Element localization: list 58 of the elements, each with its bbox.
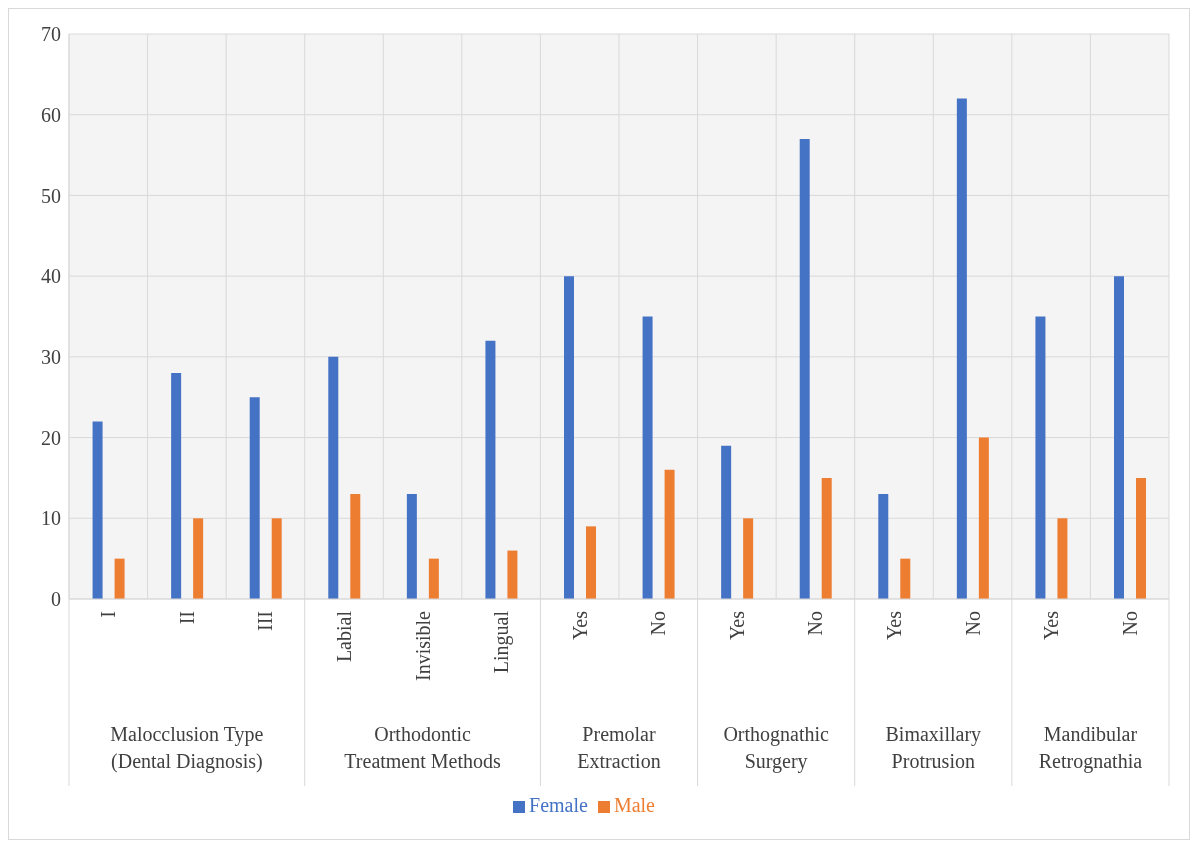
x-tick-label: Lingual bbox=[490, 610, 514, 674]
y-tick-label: 20 bbox=[41, 426, 61, 449]
y-tick-label: 40 bbox=[41, 265, 61, 288]
x-tick-label: No bbox=[647, 611, 670, 636]
bar bbox=[350, 494, 361, 599]
bar bbox=[328, 356, 339, 599]
y-tick-label: 10 bbox=[41, 507, 61, 530]
bar bbox=[428, 558, 439, 599]
y-tick-label: 50 bbox=[41, 184, 61, 207]
y-tick-label: 70 bbox=[41, 23, 61, 46]
bar bbox=[485, 340, 496, 599]
text: Orthodontic Treatment Methods bbox=[344, 723, 502, 772]
bar bbox=[1114, 276, 1124, 599]
bar bbox=[564, 276, 574, 599]
bar bbox=[664, 469, 675, 599]
text: Bimaxillary Protrusion bbox=[885, 723, 982, 772]
text: Premolar Extraction bbox=[577, 723, 661, 772]
x-tick-label: Yes bbox=[568, 610, 591, 641]
bar bbox=[114, 558, 125, 599]
bar bbox=[821, 477, 832, 599]
bar bbox=[171, 373, 182, 599]
bar bbox=[406, 494, 417, 599]
bar bbox=[799, 138, 810, 599]
x-tick-label: Labial bbox=[333, 610, 355, 663]
bar bbox=[1035, 316, 1046, 599]
x-tick-label: III bbox=[254, 611, 277, 631]
bar bbox=[743, 518, 754, 599]
bar bbox=[956, 98, 967, 599]
bar bbox=[1057, 518, 1068, 599]
y-tick-label: 60 bbox=[41, 103, 61, 126]
y-tick-label: 30 bbox=[41, 345, 61, 368]
bar bbox=[721, 445, 732, 599]
bar bbox=[978, 437, 989, 599]
bar bbox=[249, 397, 260, 599]
bar bbox=[507, 550, 518, 599]
legend-label: Female bbox=[529, 794, 588, 816]
x-tick-label: No bbox=[1118, 611, 1141, 636]
bar bbox=[193, 518, 204, 599]
x-tick-label: Yes bbox=[883, 610, 905, 641]
bar bbox=[586, 526, 596, 599]
text: Orthognathic Surgery bbox=[723, 723, 830, 773]
x-tick-label: Yes bbox=[725, 610, 748, 641]
bar bbox=[92, 421, 103, 599]
text: Mandibular Retrognathia bbox=[1038, 723, 1143, 773]
x-tick-label: No bbox=[961, 611, 984, 636]
x-tick-label: I bbox=[97, 611, 120, 618]
bar bbox=[271, 518, 282, 599]
bar bbox=[1136, 477, 1146, 599]
legend-label: Male bbox=[613, 794, 655, 816]
bar bbox=[878, 494, 889, 599]
x-tick-label: Invisible bbox=[411, 610, 434, 681]
x-tick-label: No bbox=[804, 611, 827, 636]
bar bbox=[642, 316, 653, 599]
x-tick-label: Yes bbox=[1040, 610, 1063, 641]
bar bbox=[900, 558, 911, 599]
x-tick-label: II bbox=[175, 611, 198, 625]
y-tick-label: 0 bbox=[51, 588, 61, 611]
text: Malocclusion Type (Dental Diagnosis) bbox=[110, 723, 264, 773]
